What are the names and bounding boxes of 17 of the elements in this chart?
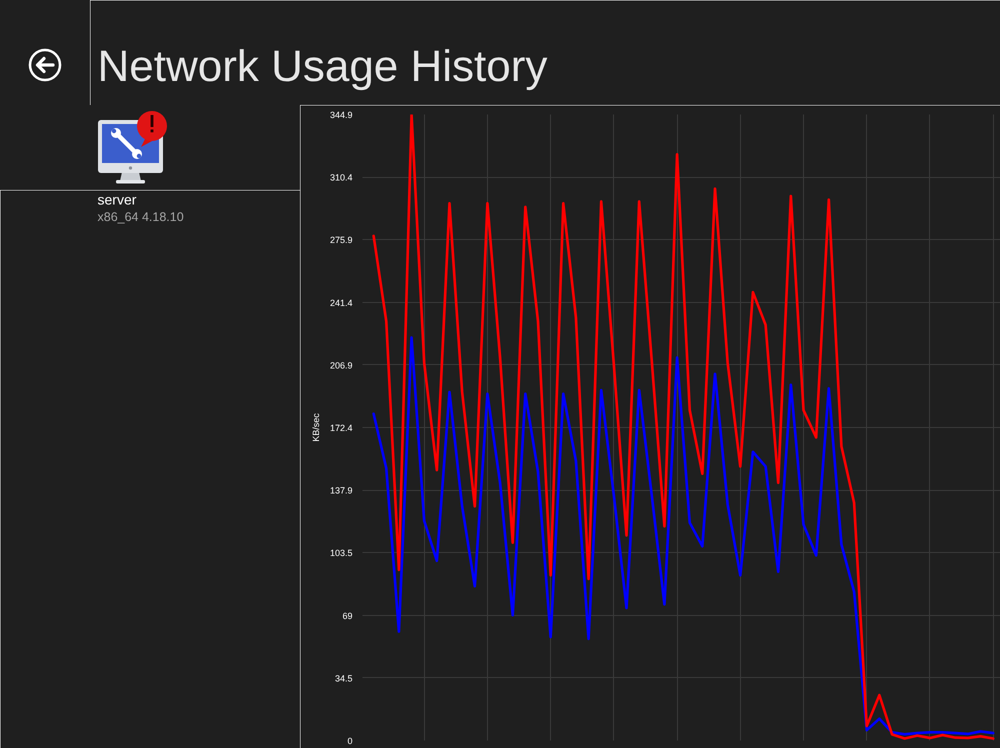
y-tick-label: 137.9	[330, 486, 353, 496]
text: x86_64 4.18.10	[98, 210, 184, 224]
y-tick-label: 310.4	[330, 172, 353, 183]
line-series	[372, 114, 994, 740]
y-tick-label: 275.9	[330, 235, 353, 246]
line-series	[372, 336, 994, 736]
y-tick-label: 34.5	[334, 673, 353, 684]
y-tick-label: 344.9	[330, 110, 353, 120]
y-tick-label: 103.5	[330, 548, 353, 558]
y-tick-label: 0	[347, 736, 353, 746]
chart-title: Network Usage History	[98, 42, 548, 91]
y-tick-label: 206.9	[330, 360, 353, 370]
y-tick-label: 241.4	[330, 298, 353, 308]
text: server	[98, 192, 137, 208]
y-tick-label: 172.4	[330, 423, 353, 434]
y-axis-title: KB/sec	[310, 412, 321, 442]
y-tick-label: 69	[342, 610, 353, 621]
